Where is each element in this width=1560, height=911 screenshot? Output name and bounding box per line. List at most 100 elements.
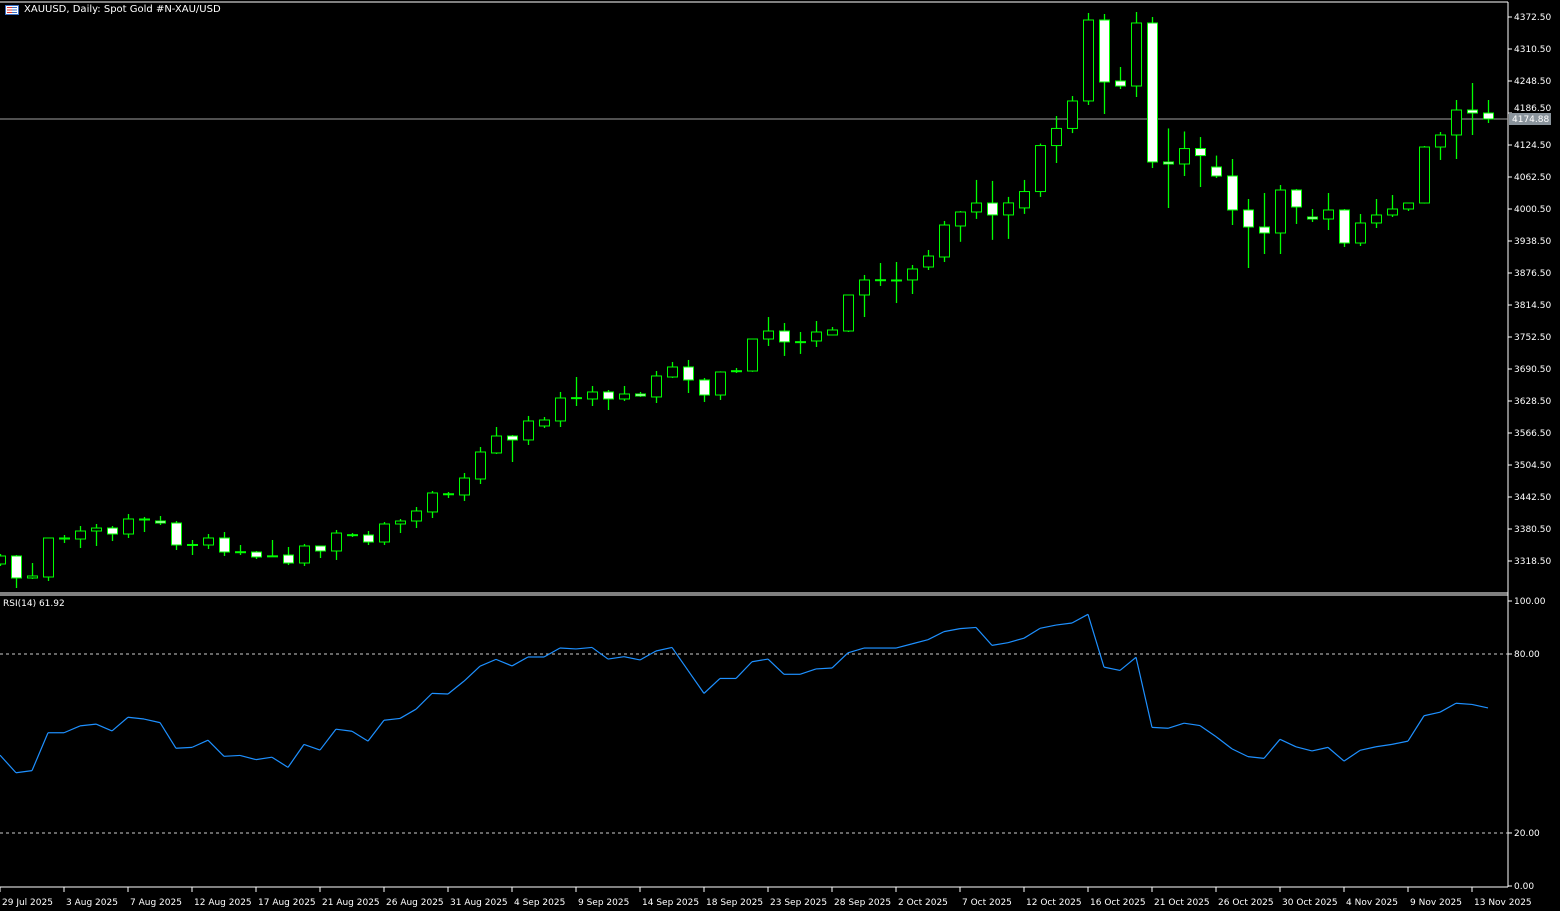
rsi-segment — [207, 739, 225, 757]
rsi-segment — [895, 643, 913, 649]
candle-body — [747, 338, 758, 372]
rsi-tick-label: 0.00 — [1514, 882, 1534, 892]
candle — [843, 294, 854, 332]
candle — [299, 543, 310, 567]
candle-body — [523, 420, 534, 441]
candle-body — [427, 492, 438, 513]
candlestick-series — [0, 11, 1494, 588]
candle — [331, 529, 342, 560]
rsi-segment — [1359, 746, 1377, 751]
rsi-segment — [1439, 702, 1457, 713]
candle — [0, 553, 6, 567]
candle — [347, 533, 358, 537]
rsi-segment — [1071, 613, 1089, 624]
candle — [1163, 128, 1174, 209]
candle-body — [219, 537, 230, 553]
candle-body — [1291, 189, 1302, 208]
rsi-segment — [1295, 746, 1313, 752]
rsi-segment — [1119, 656, 1137, 671]
rsi-segment — [1023, 627, 1041, 639]
rsi-segment — [1375, 743, 1393, 748]
candle-body — [1131, 22, 1142, 87]
time-tick-label: 2 Oct 2025 — [898, 898, 948, 908]
rsi-segment — [815, 667, 833, 670]
candle-body — [1195, 148, 1206, 157]
candle-body — [27, 575, 38, 579]
candle-body — [1307, 216, 1318, 220]
rsi-segment — [655, 646, 673, 652]
candle — [539, 417, 550, 428]
candle — [139, 516, 150, 532]
candle-body — [539, 419, 550, 427]
candle-body — [395, 520, 406, 525]
rsi-segment — [1167, 722, 1185, 729]
candle — [91, 523, 102, 546]
time-tick-label: 9 Nov 2025 — [1410, 898, 1462, 908]
candle — [379, 521, 390, 545]
candle-body — [1435, 134, 1446, 148]
rsi-axis: 100.00 80.00 20.00 0.00 — [1508, 597, 1546, 892]
time-axis: 29 Jul 2025 3 Aug 2025 7 Aug 2025 12 Aug 20… — [0, 887, 1532, 908]
candle — [1467, 83, 1478, 135]
candle-body — [827, 329, 838, 336]
candle — [491, 427, 502, 455]
candle-body — [475, 451, 486, 480]
candle-body — [939, 224, 950, 258]
time-tick-label: 29 Jul 2025 — [2, 898, 53, 908]
candle-body — [1371, 214, 1382, 224]
candle-body — [635, 393, 646, 397]
time-tick-label: 26 Oct 2025 — [1218, 898, 1274, 908]
rsi-segment — [1343, 749, 1361, 762]
candle-body — [123, 518, 134, 535]
candle — [1243, 198, 1254, 268]
price-tick-label: 4310.50 — [1514, 45, 1551, 55]
candle — [1227, 158, 1238, 225]
candle-body — [731, 370, 742, 373]
price-tick-label: 3318.50 — [1514, 557, 1551, 567]
time-tick-label: 31 Aug 2025 — [450, 898, 508, 908]
candle — [555, 391, 566, 428]
time-tick-label: 21 Oct 2025 — [1154, 898, 1210, 908]
candle-body — [155, 520, 166, 524]
rsi-segment — [559, 647, 577, 650]
candle-body — [875, 279, 886, 282]
candle-body — [1211, 166, 1222, 177]
candle — [1195, 137, 1206, 188]
chart-frame — [0, 1, 1509, 888]
candle — [1211, 155, 1222, 178]
candle — [1387, 195, 1398, 217]
rsi-segment — [319, 728, 337, 751]
time-tick-label: 17 Aug 2025 — [258, 898, 316, 908]
rsi-segment — [351, 730, 369, 742]
candle-body — [0, 555, 6, 565]
candle — [267, 539, 278, 558]
candle-body — [1227, 175, 1238, 211]
rsi-segment — [1183, 722, 1201, 727]
candle-body — [299, 545, 310, 564]
rsi-segment — [927, 631, 945, 641]
rsi-segment — [575, 646, 593, 650]
candle-body — [603, 391, 614, 400]
candle — [955, 211, 966, 242]
candle — [235, 545, 246, 556]
rsi-segment — [799, 668, 817, 675]
time-tick-label: 28 Sep 2025 — [834, 898, 891, 908]
rsi-segment — [703, 678, 721, 694]
candle-body — [555, 397, 566, 422]
candle — [475, 446, 486, 484]
candle — [1355, 214, 1366, 247]
candle — [1483, 99, 1494, 124]
candle-body — [859, 279, 870, 296]
candle — [827, 326, 838, 336]
candle — [1067, 96, 1078, 134]
candle — [619, 385, 630, 401]
candle — [123, 513, 134, 538]
candle-body — [891, 279, 902, 282]
candle — [283, 547, 294, 565]
candle — [891, 262, 902, 304]
rsi-segment — [367, 719, 385, 742]
price-tick-label: 3380.50 — [1514, 525, 1551, 535]
rsi-segment — [607, 656, 625, 660]
candle — [155, 515, 166, 525]
candle — [1147, 17, 1158, 169]
